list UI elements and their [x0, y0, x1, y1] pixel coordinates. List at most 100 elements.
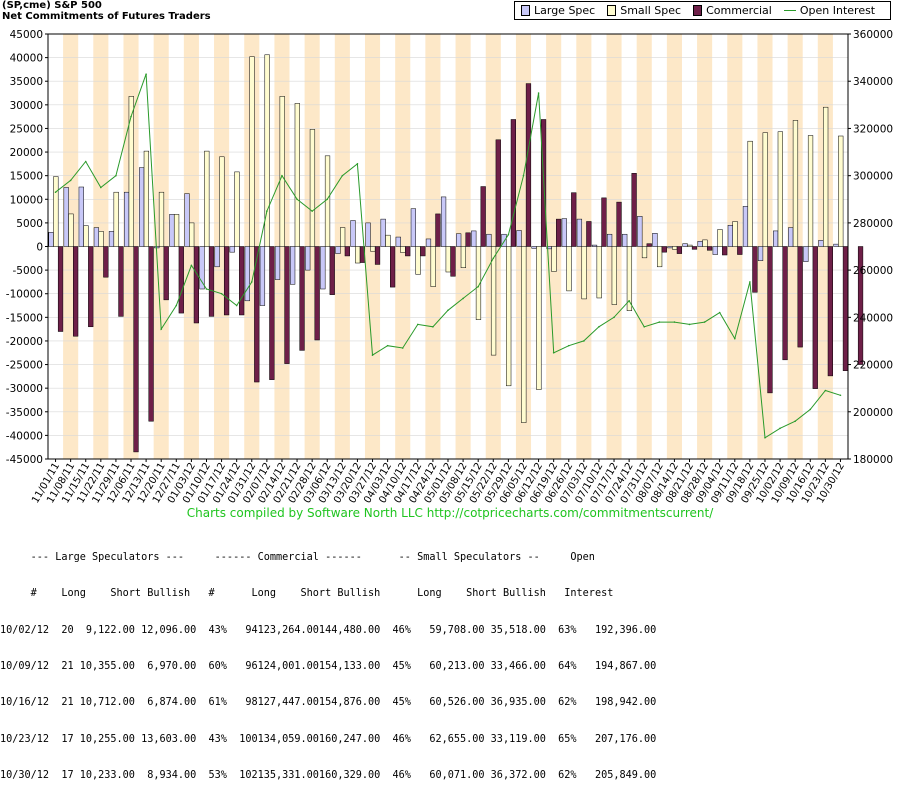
y-tick-label: -40000	[6, 430, 43, 442]
small-spec-bar	[279, 96, 285, 247]
small-spec-bar	[596, 246, 602, 299]
open-interest-point	[764, 436, 766, 439]
large-spec-bar	[440, 196, 447, 247]
small-spec-bar	[234, 171, 240, 247]
large-spec-bar	[561, 218, 567, 247]
commercial-bar	[556, 218, 562, 247]
open-interest-point	[69, 179, 72, 182]
legend-item-open-interest: Open Interest	[783, 4, 875, 17]
small-spec-bar	[128, 96, 134, 247]
large-spec-bar	[667, 246, 673, 249]
commercial-bar	[148, 246, 154, 422]
large-spec-bar	[652, 233, 658, 247]
commercial-bar	[420, 246, 426, 257]
open-interest-point	[145, 73, 147, 75]
y2-tick-label: 200000	[853, 407, 893, 419]
commercial-bar	[73, 246, 79, 337]
small-spec-bar	[445, 246, 451, 273]
commercial-bar	[103, 246, 109, 278]
small-spec-bar	[385, 234, 391, 247]
small-spec-bar	[732, 221, 738, 247]
open-interest-point	[598, 325, 600, 328]
large-spec-bar	[290, 246, 296, 285]
y2-tick-label: 320000	[853, 123, 893, 135]
y-tick-label: 15000	[10, 171, 43, 183]
table-row: 10/09/12 21 10,355.00 6,970.00 60% 96124…	[0, 661, 657, 673]
y2-axis-ticks: 360000 340000 320000 300000 280000 260000 2400…	[848, 29, 893, 466]
large-spec-bar	[833, 243, 839, 247]
open-interest-point	[824, 389, 827, 392]
open-interest-point	[658, 321, 661, 323]
large-spec-bar	[78, 186, 84, 247]
large-spec-bar	[471, 230, 477, 247]
large-spec-bar	[48, 232, 54, 247]
commercial-bar	[646, 243, 652, 247]
commercial-bar	[344, 246, 350, 257]
y-tick-label: -5000	[12, 265, 43, 277]
open-interest-point	[160, 328, 163, 330]
open-interest-point	[296, 198, 298, 201]
large-spec-bar	[199, 246, 205, 290]
small-spec-bar	[687, 244, 693, 247]
y-tick-label: -30000	[6, 383, 43, 395]
table-row: 10/23/12 17 10,255.00 13,603.00 43% 1001…	[0, 733, 657, 745]
large-spec-bar	[591, 244, 598, 247]
small-spec-bar	[189, 222, 195, 247]
open-interest-point	[401, 347, 404, 349]
open-interest-point	[507, 233, 510, 236]
large-spec-bar	[516, 230, 522, 247]
table-row: 10/30/12 17 10,233.00 8,934.00 53% 10213…	[0, 769, 657, 781]
commercial-bar	[118, 246, 124, 317]
y-tick-label: 25000	[10, 123, 43, 135]
small-spec-bar	[506, 246, 512, 387]
large-spec-bar	[486, 233, 492, 247]
small-spec-bar	[219, 156, 225, 247]
legend-label: Small Spec	[620, 4, 682, 17]
open-interest-series	[54, 73, 842, 439]
small-spec-bar	[838, 135, 844, 247]
table-row: 10/16/12 21 10,712.00 6,874.00 61% 98127…	[0, 697, 657, 709]
commercial-bar	[722, 246, 728, 256]
commercial-bar	[223, 246, 230, 316]
open-interest-point	[567, 344, 570, 347]
open-interest-point	[673, 321, 676, 323]
open-interest-point	[718, 311, 721, 314]
small-spec-bar	[113, 191, 119, 247]
commercial-bar	[752, 246, 758, 293]
commercial-bar	[314, 246, 320, 341]
large-spec-bar	[335, 246, 341, 254]
commercial-bar	[374, 246, 381, 265]
commercial-bar	[510, 119, 516, 247]
open-interest-point	[281, 174, 283, 177]
commercial-bar	[676, 246, 683, 254]
large-spec-bar	[803, 246, 809, 262]
small-spec-bar	[83, 225, 89, 247]
open-interest-point	[100, 186, 102, 189]
y-tick-label: -20000	[6, 336, 43, 348]
commercial-bar	[525, 83, 532, 247]
y2-tick-label: 180000	[853, 454, 893, 466]
commercial-bar	[857, 246, 864, 365]
large-spec-bar	[682, 243, 688, 247]
commercial-swatch	[693, 5, 703, 16]
commercial-bar	[208, 246, 215, 317]
commercial-bar	[450, 246, 456, 277]
large-spec-bar	[259, 246, 266, 306]
y-tick-label: -45000	[6, 454, 43, 466]
y-tick-label: 45000	[10, 29, 43, 41]
small-spec-bar	[370, 246, 376, 252]
small-spec-bar	[430, 246, 436, 287]
commercial-bar	[480, 186, 486, 247]
large-spec-bar	[108, 231, 115, 247]
legend: Large Spec Small Spec Commercial Open In…	[514, 1, 891, 20]
small-spec-bar	[475, 246, 482, 320]
y-tick-label: -15000	[6, 312, 43, 324]
commercial-bar	[842, 246, 849, 371]
y-tick-label: -25000	[6, 360, 43, 372]
small-spec-bar	[762, 132, 768, 247]
large-spec-bar	[456, 233, 462, 247]
small-spec-bar	[672, 246, 678, 250]
open-interest-point	[175, 304, 178, 307]
large-spec-bar	[380, 218, 386, 247]
legend-label: Commercial	[706, 4, 772, 17]
